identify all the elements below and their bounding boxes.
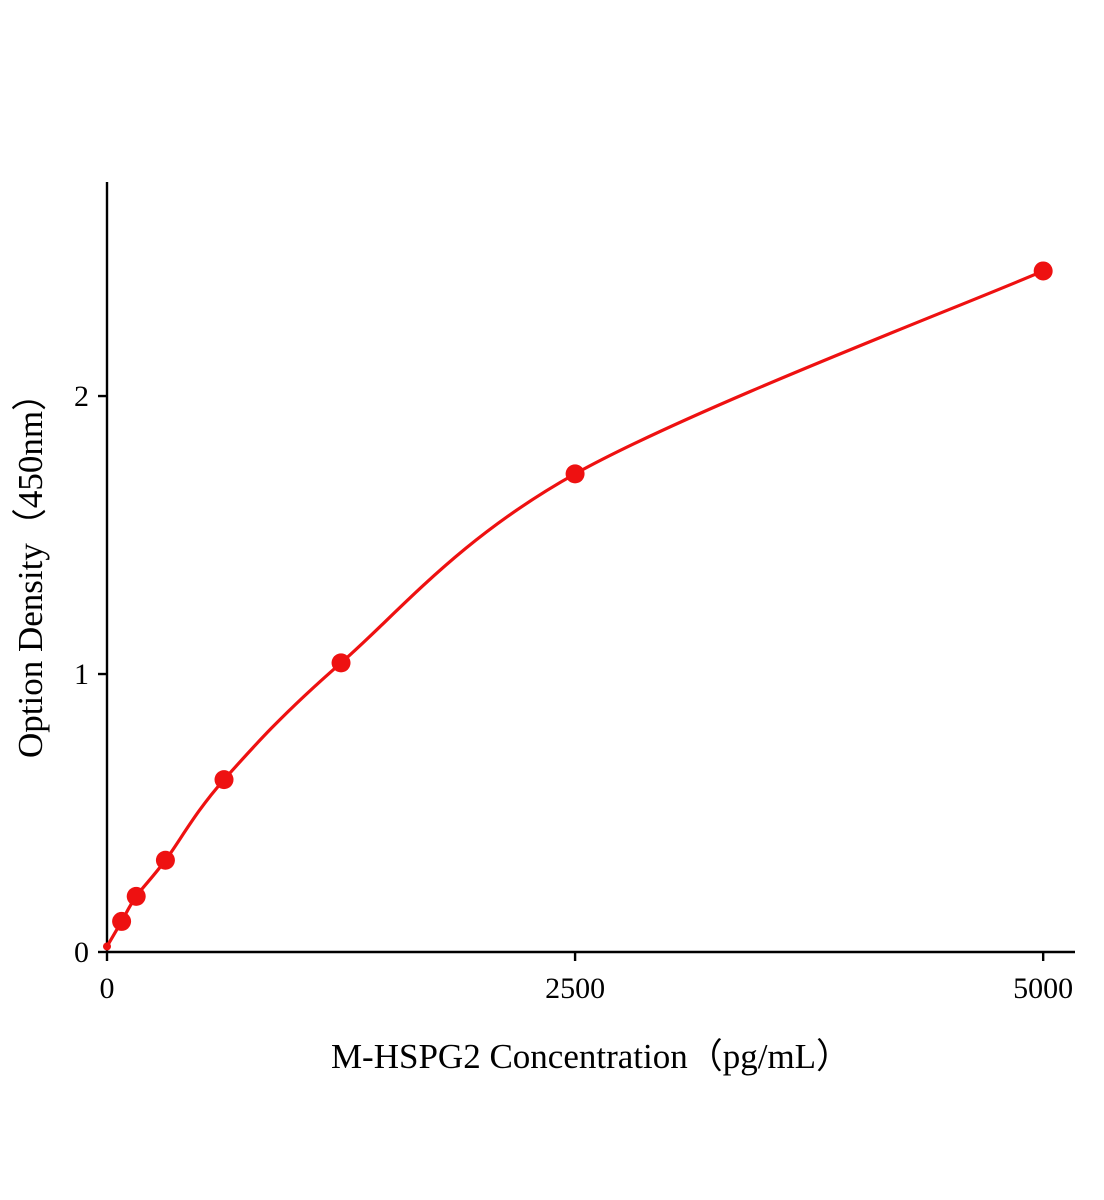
data-point [331, 653, 351, 673]
y-axis-tick-label: 1 [74, 658, 89, 691]
x-axis-tick-label: 2500 [545, 972, 605, 1005]
x-axis-tick-label: 0 [100, 972, 115, 1005]
y-axis-tick-label: 2 [74, 380, 89, 413]
data-point [112, 911, 132, 931]
fitted-curve [105, 269, 1045, 949]
data-point [1033, 261, 1053, 281]
data-point [214, 770, 234, 790]
data-point [103, 942, 111, 951]
data-point [565, 464, 585, 484]
x-axis-tick-label: 5000 [1013, 972, 1073, 1005]
y-axis-tick-label: 0 [74, 936, 89, 969]
data-point [155, 850, 175, 870]
y-axis-label: Option Density（450nm） [11, 376, 50, 758]
x-axis-label: M-HSPG2 Concentration（pg/mL） [331, 1037, 851, 1076]
data-point [126, 886, 146, 906]
